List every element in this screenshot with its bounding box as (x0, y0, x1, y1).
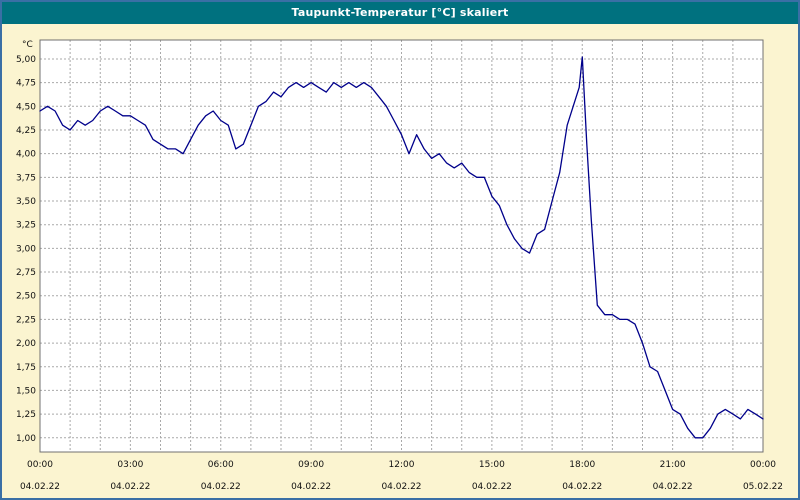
svg-text:15:00: 15:00 (479, 460, 505, 470)
svg-text:4,00: 4,00 (16, 150, 36, 160)
svg-text:2,75: 2,75 (16, 268, 36, 278)
svg-text:04.02.22: 04.02.22 (472, 482, 512, 492)
svg-text:3,00: 3,00 (16, 244, 36, 254)
dewpoint-line-chart: 5,00 4,75 4,50 4,25 4,00 3,75 3,50 3,25 3,00 2,75… (16, 39, 783, 492)
svg-text:04.02.22: 04.02.22 (20, 482, 60, 492)
svg-text:3,25: 3,25 (16, 221, 36, 231)
svg-text:5,00: 5,00 (16, 55, 36, 65)
chart-title: Taupunkt-Temperatur [°C] skaliert (2, 2, 798, 24)
plot-area: 5,00 4,75 4,50 4,25 4,00 3,75 3,50 3,25 3,00 2,75… (2, 24, 798, 498)
svg-text:4,75: 4,75 (16, 79, 36, 89)
svg-text:°C: °C (22, 40, 33, 50)
svg-text:06:00: 06:00 (208, 460, 234, 470)
svg-text:04.02.22: 04.02.22 (562, 482, 602, 492)
svg-text:09:00: 09:00 (298, 460, 324, 470)
svg-text:12:00: 12:00 (389, 460, 415, 470)
svg-text:21:00: 21:00 (660, 460, 686, 470)
svg-text:1,75: 1,75 (16, 363, 36, 373)
svg-text:2,50: 2,50 (16, 292, 36, 302)
svg-text:04.02.22: 04.02.22 (110, 482, 150, 492)
svg-text:3,75: 3,75 (16, 173, 36, 183)
svg-text:2,00: 2,00 (16, 339, 36, 349)
svg-text:04.02.22: 04.02.22 (291, 482, 331, 492)
svg-text:03:00: 03:00 (117, 460, 143, 470)
svg-text:3,50: 3,50 (16, 197, 36, 207)
svg-text:00:00: 00:00 (27, 460, 53, 470)
svg-text:04.02.22: 04.02.22 (381, 482, 421, 492)
svg-text:4,50: 4,50 (16, 102, 36, 112)
svg-text:4,25: 4,25 (16, 126, 36, 136)
svg-text:2,25: 2,25 (16, 315, 36, 325)
svg-text:18:00: 18:00 (569, 460, 595, 470)
svg-text:04.02.22: 04.02.22 (653, 482, 693, 492)
svg-text:04.02.22: 04.02.22 (201, 482, 241, 492)
svg-text:1,50: 1,50 (16, 386, 36, 396)
svg-text:1,25: 1,25 (16, 410, 36, 420)
svg-text:05.02.22: 05.02.22 (743, 482, 783, 492)
svg-text:00:00: 00:00 (750, 460, 776, 470)
svg-text:1,00: 1,00 (16, 434, 36, 444)
